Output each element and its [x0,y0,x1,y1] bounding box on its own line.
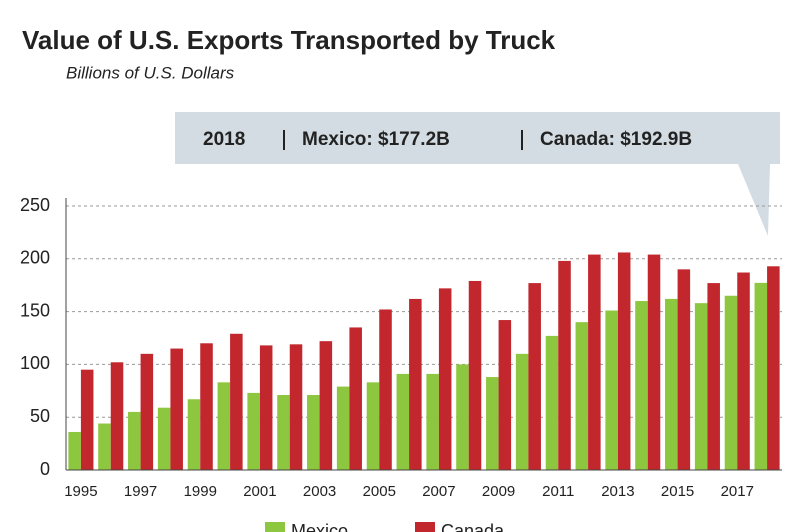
bar [366,382,380,470]
x-tick-label: 2011 [542,483,574,500]
x-tick-label: 2005 [363,483,396,500]
bar [426,373,439,470]
bar [396,373,410,470]
bar [767,266,780,470]
bar [259,345,273,470]
x-tick-label: 2003 [303,483,336,500]
chart-subtitle: Billions of U.S. Dollars [66,63,235,82]
bar [737,272,750,470]
bar [98,423,111,470]
bar [694,303,708,470]
x-tick-label: 2001 [243,483,276,500]
x-tick-label: 1997 [124,483,157,500]
bar [617,252,631,470]
bar [588,254,601,470]
bar [336,386,350,470]
callout-year: 2018 [203,129,245,150]
callout-mexico: Mexico: $177.2B [302,129,450,150]
x-tick-label: 2013 [601,483,634,500]
bar [677,269,691,470]
bar [80,369,94,470]
bar [605,310,618,470]
y-tick-label: 0 [40,459,50,479]
bar [498,320,512,470]
bar [289,344,303,470]
bar [409,298,422,470]
bar [68,431,81,470]
bar [486,377,499,470]
y-tick-label: 200 [20,248,50,268]
bar [157,407,171,470]
y-tick-label: 50 [30,406,50,426]
bar [110,362,124,470]
y-tick-label: 250 [20,195,50,215]
bar [140,353,154,470]
bar [456,364,469,470]
bar [438,288,452,470]
bar [558,260,571,470]
y-tick-label: 150 [20,300,50,320]
bar [647,254,661,470]
x-tick-label: 1995 [64,483,97,500]
bar [528,283,541,470]
bar [379,309,392,470]
x-tick-label: 2009 [482,483,515,500]
legend-label: Mexico [291,521,348,532]
bar [230,333,243,470]
bar [468,280,482,470]
bar [349,327,362,470]
x-tick-label: 2017 [721,483,754,500]
bar [307,395,320,470]
legend-swatch [415,522,435,532]
bar [200,343,213,470]
bar [754,282,768,470]
bar [319,341,333,470]
bar [575,322,589,470]
x-tick-label: 2007 [422,483,455,500]
x-tick-label: 2015 [661,483,694,500]
bar [277,395,290,470]
bar [515,353,529,470]
y-tick-label: 100 [20,353,50,373]
callout-box [175,112,780,236]
callout-canada: Canada: $192.9B [540,129,692,150]
bar [128,411,141,470]
chart-title: Value of U.S. Exports Transported by Tru… [22,25,556,55]
bar [665,298,678,470]
legend-swatch [265,522,285,532]
bar [170,348,183,470]
bar [247,392,260,470]
bar [724,295,738,470]
bar [707,283,720,470]
bar [217,382,231,470]
bar [635,301,648,470]
bar [545,335,559,470]
x-tick-label: 1999 [184,483,217,500]
legend-label: Canada [441,521,505,532]
bar [187,399,201,470]
